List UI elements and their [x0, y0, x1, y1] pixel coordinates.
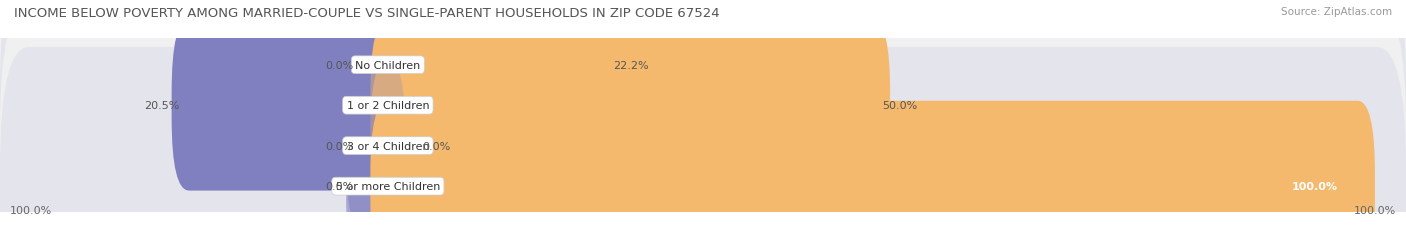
Text: 100.0%: 100.0%: [1292, 181, 1339, 191]
Text: 3 or 4 Children: 3 or 4 Children: [346, 141, 429, 151]
FancyBboxPatch shape: [346, 61, 405, 231]
FancyBboxPatch shape: [172, 21, 405, 191]
Text: 100.0%: 100.0%: [10, 205, 52, 215]
Text: 0.0%: 0.0%: [422, 141, 450, 151]
Text: 100.0%: 100.0%: [1354, 205, 1396, 215]
FancyBboxPatch shape: [0, 48, 1406, 231]
Text: 1 or 2 Children: 1 or 2 Children: [346, 101, 429, 111]
Text: 0.0%: 0.0%: [326, 141, 354, 151]
Text: 50.0%: 50.0%: [883, 101, 918, 111]
Text: 0.0%: 0.0%: [326, 61, 354, 70]
Text: 22.2%: 22.2%: [613, 61, 648, 70]
Text: No Children: No Children: [356, 61, 420, 70]
Text: 20.5%: 20.5%: [143, 101, 180, 111]
FancyBboxPatch shape: [370, 0, 620, 150]
FancyBboxPatch shape: [346, 101, 405, 231]
FancyBboxPatch shape: [370, 101, 1375, 231]
FancyBboxPatch shape: [346, 0, 405, 150]
FancyBboxPatch shape: [0, 0, 1406, 204]
FancyBboxPatch shape: [370, 21, 890, 191]
Text: 5 or more Children: 5 or more Children: [336, 181, 440, 191]
FancyBboxPatch shape: [0, 7, 1406, 231]
Text: Source: ZipAtlas.com: Source: ZipAtlas.com: [1281, 7, 1392, 17]
Text: 0.0%: 0.0%: [326, 181, 354, 191]
FancyBboxPatch shape: [370, 61, 430, 231]
Text: INCOME BELOW POVERTY AMONG MARRIED-COUPLE VS SINGLE-PARENT HOUSEHOLDS IN ZIP COD: INCOME BELOW POVERTY AMONG MARRIED-COUPL…: [14, 7, 720, 20]
